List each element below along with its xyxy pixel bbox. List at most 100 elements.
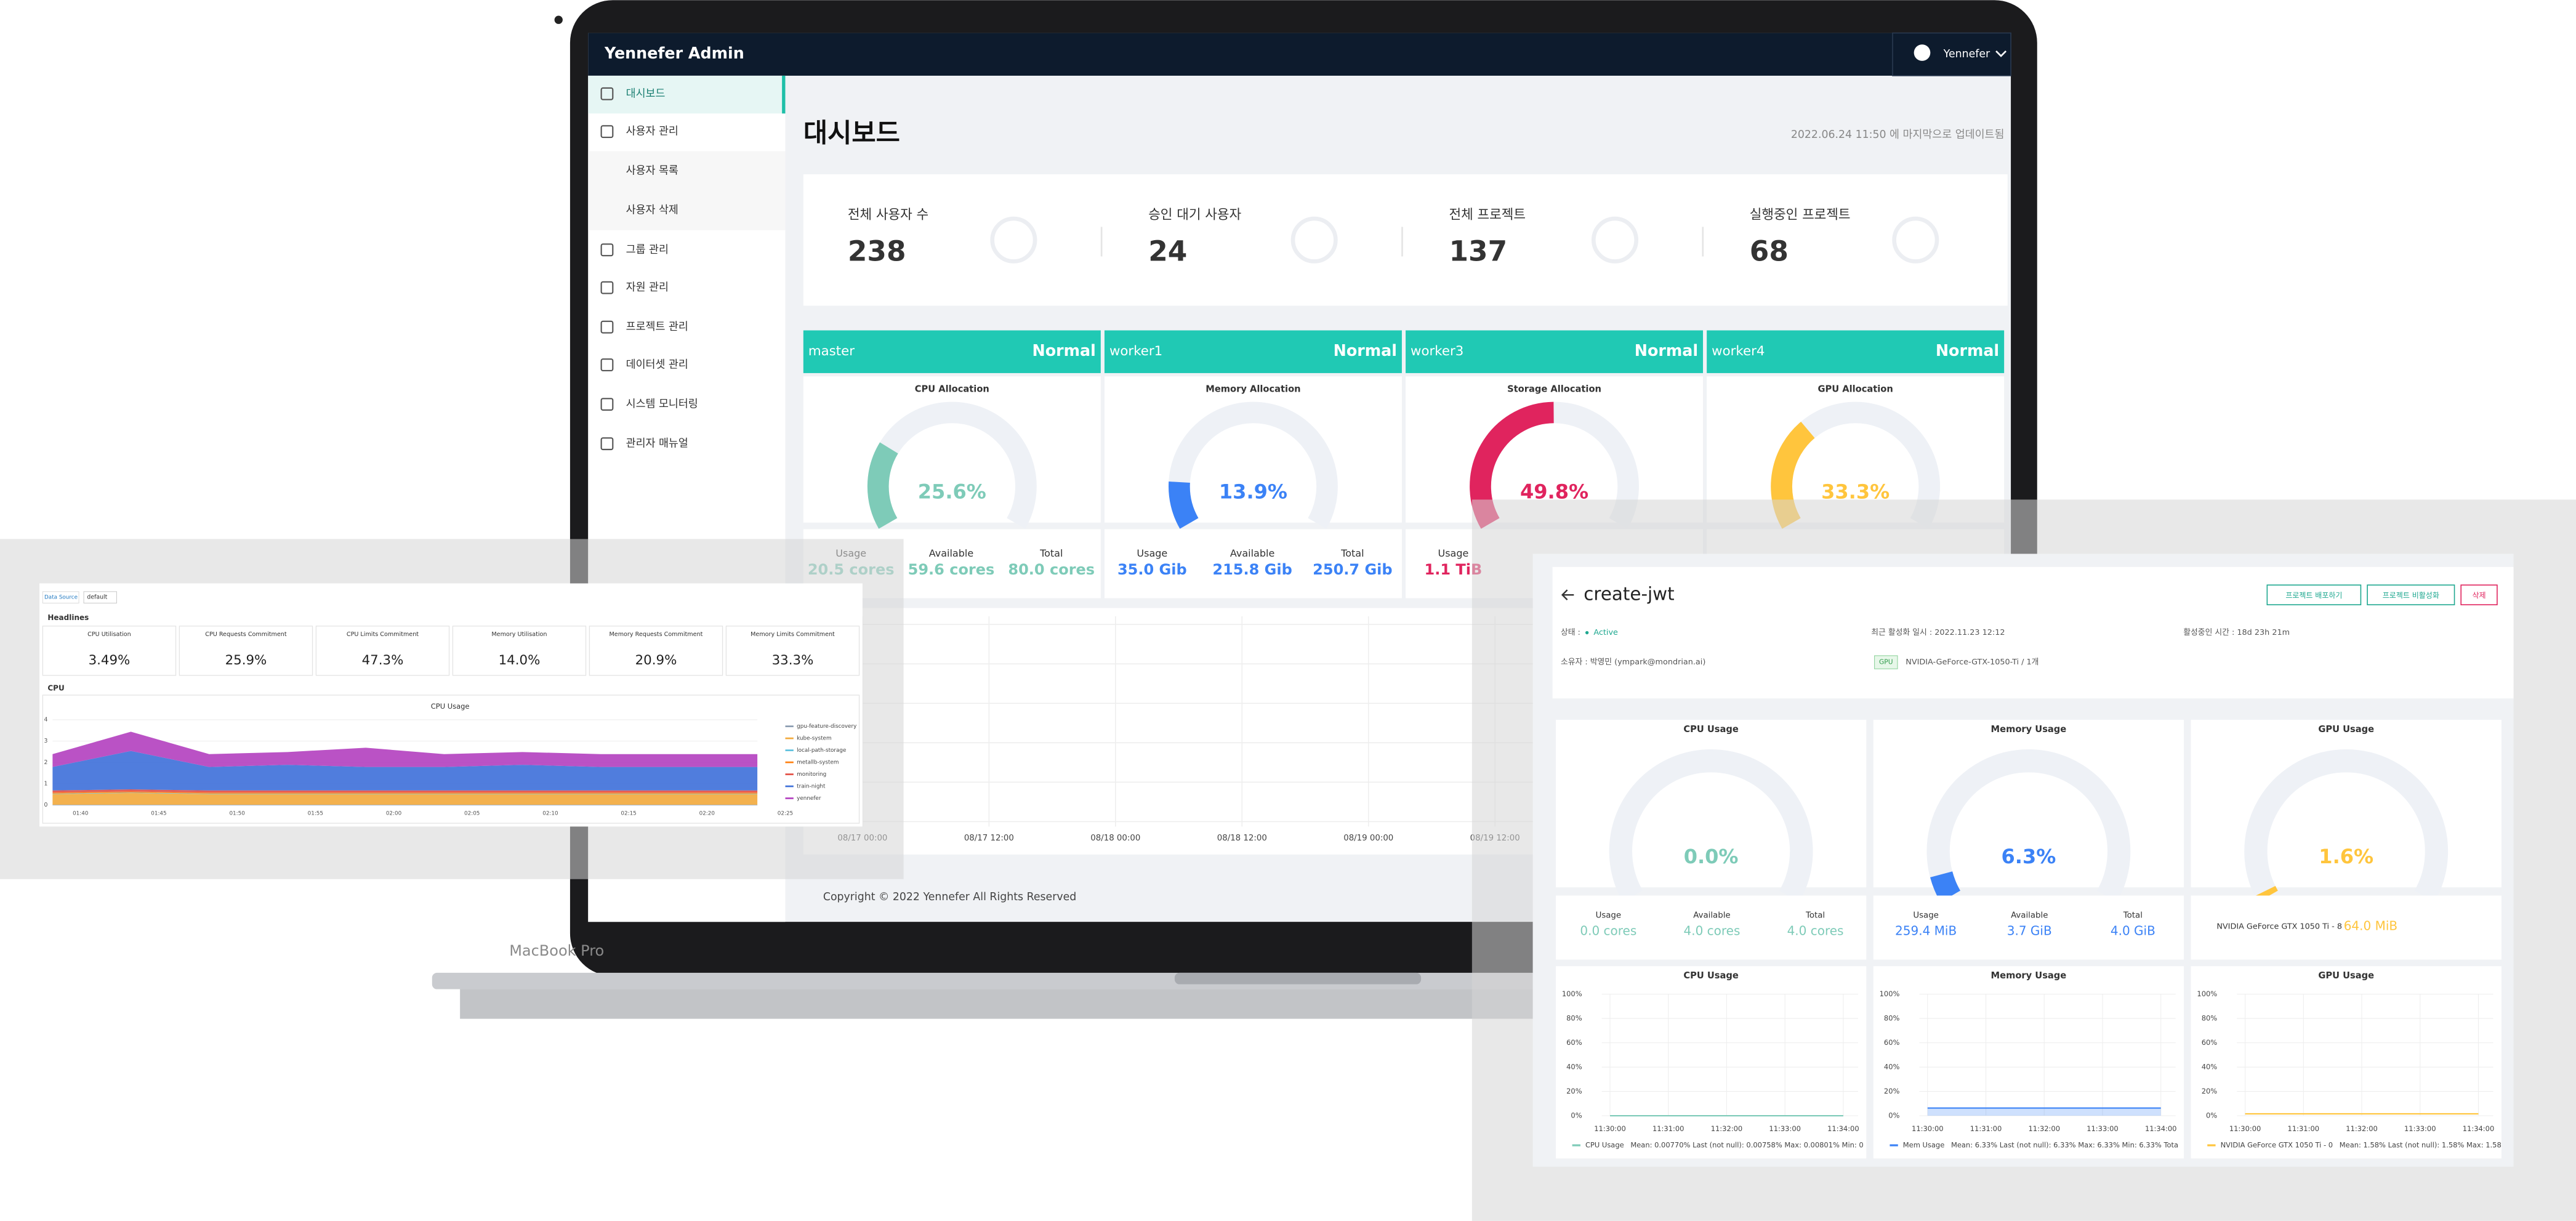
button[interactable]: [2367, 584, 2455, 605]
page-title: 대시보드: [803, 118, 900, 149]
metric-value: 4.0 cores: [1787, 924, 1844, 938]
node-header: [1707, 330, 2005, 373]
gauge-title: Memory Usage: [1991, 724, 2067, 735]
user-menu[interactable]: [1892, 32, 2011, 76]
headline-value: 47.3%: [362, 653, 404, 668]
x-tick-label: 11:33:00: [1769, 1124, 1801, 1133]
x-tick-label: 11:34:00: [1827, 1124, 1859, 1133]
line-card: [1873, 966, 2184, 1159]
headline-value: 3.49%: [89, 653, 131, 668]
gauge-label: 0.0%: [1684, 845, 1739, 868]
menu-item[interactable]: 시스템 모니터링: [626, 398, 698, 411]
updated-at: 2022.06.24 11:50 에 마지막으로 업데이트됨: [1791, 129, 2005, 141]
y-tick-label: 100%: [2197, 989, 2217, 998]
gauge-card: [1873, 719, 2184, 888]
legend-label: monitoring: [797, 772, 826, 778]
gauge-value: [1930, 871, 1961, 903]
button[interactable]: [2460, 584, 2498, 605]
x-tick-label: 01:50: [229, 811, 245, 817]
metric-label: Available: [2011, 911, 2048, 920]
stat-label: 전체 프로젝트: [1449, 208, 1526, 223]
x-tick-label: 11:34:00: [2145, 1124, 2177, 1133]
section-title: CPU: [47, 684, 64, 693]
menu-icon: [600, 243, 614, 257]
gauge-track: [1169, 401, 1338, 529]
menu-item[interactable]: 데이터셋 관리: [626, 359, 688, 371]
y-tick-label: 100%: [1562, 989, 1582, 998]
gauge-track: [1926, 749, 2131, 903]
button[interactable]: [2266, 584, 2362, 605]
headline-label: CPU Limits Commitment: [347, 631, 419, 638]
headline-box: [42, 626, 177, 676]
gauge-track: [1609, 749, 1813, 903]
legend-label: metallb-system: [797, 760, 839, 766]
stat-icon: [1290, 216, 1338, 264]
gauge-label: 6.3%: [2002, 845, 2056, 868]
menu-active: [588, 75, 786, 114]
node-header: [1104, 330, 1402, 373]
metric-value: 80.0 cores: [1008, 561, 1095, 578]
node-status: Normal: [1334, 341, 1397, 360]
gauge-card: [1555, 719, 1867, 888]
menu-item[interactable]: 프로젝트 관리: [626, 321, 688, 333]
stat-value: 68: [1750, 235, 1789, 268]
metric-value: 35.0 Gib: [1117, 561, 1187, 578]
metric-card: [1873, 895, 2184, 960]
y-tick-label: 40%: [2202, 1063, 2218, 1071]
area-layer: [52, 731, 758, 767]
menu-icon: [600, 320, 614, 334]
menu-item[interactable]: 사용자 목록: [626, 165, 678, 177]
dot: [554, 15, 563, 24]
legend-label: train-night: [797, 784, 826, 790]
x-tick-label: 11:31:00: [1652, 1124, 1684, 1133]
button-label: 프로젝트 비활성화: [2383, 591, 2439, 600]
y-tick-label: 1: [44, 781, 47, 788]
headline-box: [725, 626, 860, 676]
menu-item[interactable]: 그룹 관리: [626, 244, 669, 256]
footer: Copyright © 2022 Yennefer All Rights Res…: [823, 891, 1076, 903]
x-tick-label: 11:32:00: [2346, 1124, 2378, 1133]
stat-value: 137: [1449, 235, 1508, 268]
menu-item[interactable]: 자원 관리: [626, 281, 669, 294]
back-arrow[interactable]: [1561, 589, 1574, 601]
metric-label: Usage: [1596, 911, 1622, 920]
node-header: [1406, 330, 1704, 373]
menu-item[interactable]: 관리자 매뉴얼: [626, 438, 688, 450]
metric-label: Total: [1805, 911, 1825, 920]
x-tick-label: 11:32:00: [2028, 1124, 2060, 1133]
menu-item[interactable]: 사용자 관리: [626, 126, 678, 138]
menu-icon: [600, 437, 614, 451]
gpu-tag-label: GPU: [1879, 658, 1893, 666]
line-card: [2191, 966, 2502, 1159]
menu-item[interactable]: 대시보드: [626, 87, 666, 100]
gauge-label: 33.3%: [1821, 480, 1890, 504]
metric-value: 4.0 cores: [1683, 924, 1740, 938]
menu-item[interactable]: 사용자 삭제: [626, 204, 678, 217]
x-tick-label: 11:34:00: [2463, 1124, 2495, 1133]
metric-value: 0.0 cores: [1580, 924, 1636, 938]
metric-value: 3.7 GiB: [2007, 924, 2052, 938]
stat-icon: [1892, 216, 1939, 264]
x-tick-label: 08/17 12:00: [964, 834, 1014, 843]
legend-stats: Mean: 0.00770% Last (not null): 0.00758%…: [1630, 1141, 1863, 1150]
gauge-title: Memory Allocation: [1205, 384, 1300, 395]
x-tick-label: 11:30:00: [2229, 1124, 2261, 1133]
user-name: Yennefer: [1943, 48, 1990, 60]
x-tick-label: 01:55: [308, 811, 323, 817]
laptop-notch: [1174, 972, 1422, 985]
metric-value: 59.6 cores: [908, 561, 995, 578]
user-icon: [1914, 44, 1931, 61]
headline-label: CPU Requests Commitment: [205, 631, 287, 638]
metric-label: NVIDIA GeForce GTX 1050 Ti - 8: [2216, 922, 2342, 932]
y-tick-label: 80%: [1884, 1014, 1900, 1023]
y-tick-label: 80%: [1566, 1014, 1582, 1023]
gauge-card: [1406, 376, 1704, 523]
metric-card: [1555, 895, 1867, 960]
headline-value: 33.3%: [772, 653, 814, 668]
y-tick-label: 0: [44, 802, 47, 808]
toolbar-select[interactable]: [83, 591, 117, 604]
section-title: Headlines: [47, 613, 89, 622]
stat-label: 전체 사용자 수: [848, 208, 928, 223]
toolbar-button[interactable]: [42, 591, 79, 604]
chart-title: Memory Usage: [1991, 970, 2067, 981]
